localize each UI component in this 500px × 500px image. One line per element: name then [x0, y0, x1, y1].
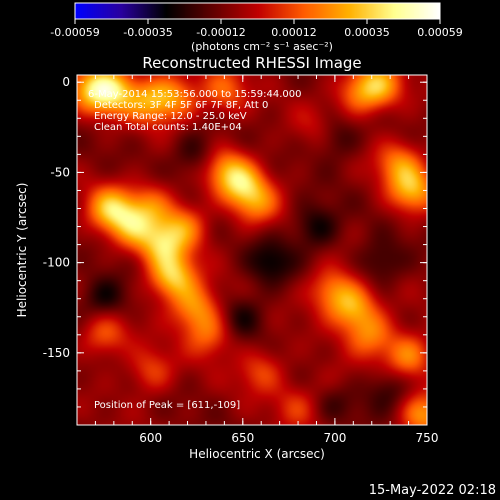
x-tick-label: 750	[416, 431, 439, 445]
y-tick-label: -150	[43, 346, 70, 360]
y-axis-label: Heliocentric Y (arcsec)	[15, 183, 29, 318]
colorbar-tick-label: 0.00012	[271, 26, 317, 39]
x-tick-label: 600	[139, 431, 162, 445]
colorbar-tick-label: 0.00035	[344, 26, 390, 39]
colorbar-tick-label: -0.00059	[50, 26, 99, 39]
colorbar-tick-label: -0.00012	[196, 26, 245, 39]
footer-timestamp: 15-May-2022 02:18	[369, 483, 496, 498]
colorbar-frame	[74, 2, 441, 20]
annotation-block: 6-May-2014 15:53:56.000 to 15:59:44.000D…	[88, 89, 301, 133]
y-tick-label: 0	[62, 75, 70, 89]
x-axis-label: Heliocentric X (arcsec)	[189, 447, 325, 461]
colorbar	[75, 3, 440, 19]
x-tick-label: 650	[231, 431, 254, 445]
y-tick-label: -50	[50, 165, 70, 179]
colorbar-tick-label: -0.00035	[123, 26, 172, 39]
heatmap-image	[77, 75, 427, 425]
x-tick-label: 700	[323, 431, 346, 445]
annotation-line: 6-May-2014 15:53:56.000 to 15:59:44.000	[88, 89, 301, 100]
plot-frame	[76, 74, 428, 426]
peak-position-label: Position of Peak = [611,-109]	[94, 400, 240, 411]
annotation-line: Energy Range: 12.0 - 25.0 keV	[94, 111, 247, 122]
annotation-line: Clean Total counts: 1.40E+04	[94, 122, 242, 133]
axis-ticks: 600 650 700 750 0 -50 -100 -150	[43, 75, 439, 445]
colorbar-ticks: -0.00059 -0.00035 -0.00012 0.00012 0.00035 0.…	[50, 19, 463, 39]
annotation-line: Detectors: 3F 4F 5F 6F 7F 8F, Att 0	[94, 100, 268, 111]
colorbar-tick-label: 0.00059	[417, 26, 463, 39]
y-tick-label: -100	[43, 256, 70, 270]
colorbar-units-label: (photons cm⁻² s⁻¹ asec⁻²)	[191, 40, 333, 53]
chart-title: Reconstructed RHESSI Image	[142, 54, 361, 72]
